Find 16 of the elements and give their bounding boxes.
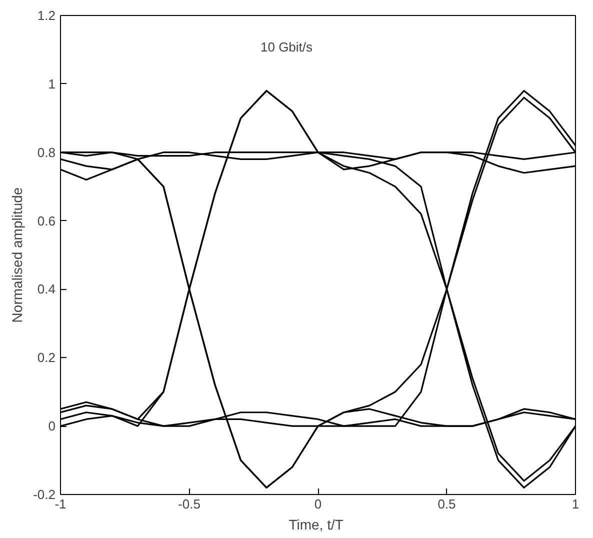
y-axis-title: Normalised amplitude (9, 187, 26, 323)
annotation: 10 Gbit/s (260, 40, 314, 54)
x-tick-label: 1 (572, 496, 580, 512)
y-tick-label: 1.2 (37, 8, 56, 23)
y-tick-label: 0.6 (37, 213, 56, 228)
x-tick-label: -0.5 (178, 496, 200, 512)
y-tick-label: 0 (48, 418, 56, 434)
y-tick-label: 1 (48, 76, 56, 92)
y-tick-label: 0.2 (37, 350, 56, 366)
x-tick-label: 0 (314, 496, 322, 512)
y-tick-label: 0.8 (37, 144, 56, 160)
x-axis-title: Time, t/T (288, 516, 344, 532)
x-tick-label: 0.5 (438, 496, 456, 512)
y-tick-label: 0.4 (37, 282, 56, 297)
y-tick-label: -0.2 (33, 487, 56, 502)
x-tick-label: -1 (54, 496, 66, 512)
